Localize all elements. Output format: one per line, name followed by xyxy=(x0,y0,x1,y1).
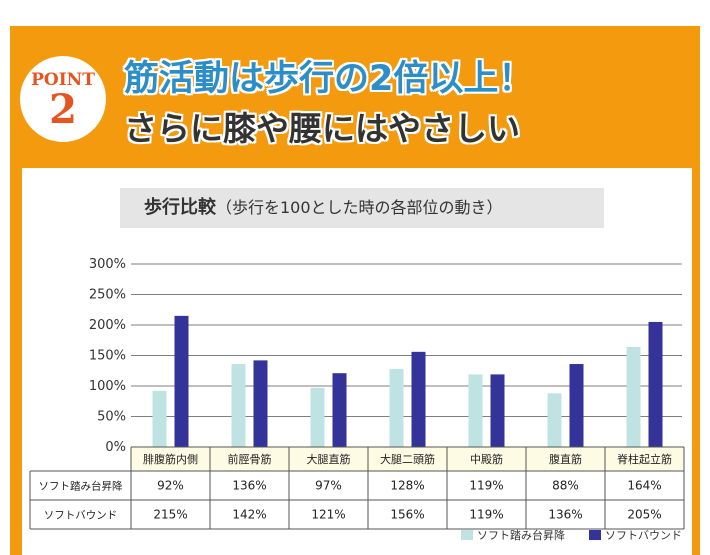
y-tick-label: 50% xyxy=(97,410,126,425)
category-header-row xyxy=(131,447,684,471)
data-label: 215% xyxy=(153,508,187,522)
bar-series-1 xyxy=(310,387,325,447)
bar-series-2 xyxy=(253,360,268,447)
data-label: 205% xyxy=(627,508,661,522)
data-label: 88% xyxy=(552,479,579,493)
subheadline: さらに膝や腰にはやさしい xyxy=(124,109,520,148)
chart-title-box: 歩行比較（歩行を100とした時の各部位の動き） xyxy=(120,188,604,228)
legend-label: ソフト踏み台昇降 xyxy=(477,528,565,542)
data-label: 119% xyxy=(469,479,503,493)
data-label: 164% xyxy=(627,479,661,493)
bar-series-2 xyxy=(648,321,663,447)
series-row-label: ソフト踏み台昇降 xyxy=(39,480,123,493)
badge-number: 2 xyxy=(49,86,77,133)
legend-swatch-series-2 xyxy=(589,530,601,540)
headline: 筋活動は歩行の2倍以上！ xyxy=(124,59,534,99)
bar-series-2 xyxy=(569,364,584,447)
y-tick-label: 200% xyxy=(89,318,126,333)
bar-series-1 xyxy=(547,393,562,447)
chart-subtitle: （歩行を100とした時の各部位の動き） xyxy=(216,198,503,217)
data-label: 119% xyxy=(469,508,503,522)
category-label: 大腿二頭筋 xyxy=(380,452,435,466)
bar-series-1 xyxy=(389,368,404,447)
data-label: 136% xyxy=(232,479,266,493)
bar-series-1 xyxy=(231,364,246,447)
y-tick-label: 0% xyxy=(105,440,126,455)
bar-series-2 xyxy=(332,373,347,447)
bar-series-1 xyxy=(468,374,483,447)
y-tick-label: 250% xyxy=(89,288,126,303)
y-tick-label: 100% xyxy=(89,379,126,394)
bar-series-2 xyxy=(411,351,426,447)
bar-series-2 xyxy=(490,374,505,447)
category-label: 腹直筋 xyxy=(549,452,582,466)
series-row-label: ソフトバウンド xyxy=(44,510,118,522)
data-label: 128% xyxy=(390,479,424,493)
bar-series-1 xyxy=(626,346,641,447)
chart-panel xyxy=(22,168,692,555)
y-tick-label: 150% xyxy=(89,349,126,364)
data-label: 156% xyxy=(390,508,424,522)
legend-swatch-series-1 xyxy=(461,530,473,540)
data-label: 136% xyxy=(548,508,582,522)
y-tick-label: 300% xyxy=(89,257,126,272)
point-badge: POINT 2 xyxy=(20,56,106,142)
bar-series-2 xyxy=(174,315,189,447)
category-label: 脊柱起立筋 xyxy=(617,452,672,466)
category-label: 中殿筋 xyxy=(470,452,503,466)
data-label: 142% xyxy=(232,508,266,522)
bar-series-1 xyxy=(152,390,167,447)
data-label: 97% xyxy=(315,479,342,493)
legend-label: ソフトバウンド xyxy=(605,529,682,542)
category-label: 大腿直筋 xyxy=(307,452,351,466)
data-label: 92% xyxy=(157,479,184,493)
chart-title: 歩行比較 xyxy=(144,197,216,218)
category-label: 腓腹筋内側 xyxy=(143,452,198,466)
badge-word: POINT xyxy=(31,70,95,90)
category-label: 前脛骨筋 xyxy=(228,452,272,466)
data-label: 121% xyxy=(311,508,345,522)
